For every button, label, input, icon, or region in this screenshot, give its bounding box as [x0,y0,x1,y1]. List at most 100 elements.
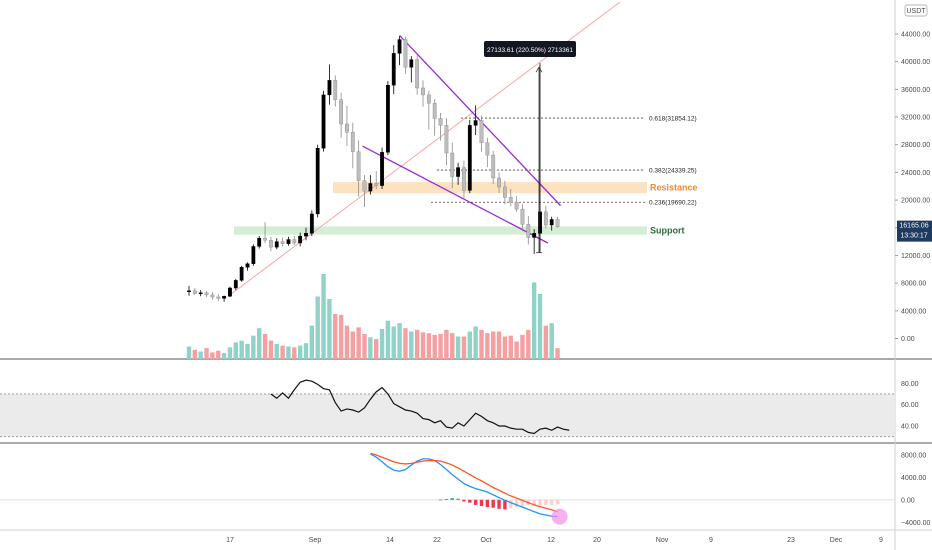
zone-label-resistance: Resistance [650,183,698,193]
macd-hist-bar [491,499,495,508]
candle-body [538,211,542,234]
price-range-measure[interactable]: 27133.61 (220.50%) 2713361 [484,41,576,254]
macd-crossover-highlight [551,508,568,525]
macd-hist-bar [450,498,454,500]
candle-body [479,120,484,143]
currency-badge[interactable] [904,4,928,17]
volume-bar [362,334,367,359]
channel-lower-line[interactable] [362,145,549,244]
volume-bar [531,282,537,359]
volume-bar [403,328,408,359]
volume-bar [444,329,449,359]
macd-hist-bar [550,499,554,505]
candle-body [210,294,215,298]
volume-bar [321,274,326,359]
fib-level-label: 0.382(24339.25) [649,168,697,175]
volume-bar [216,350,221,359]
candle-body [333,80,338,100]
volume-bar [338,314,344,359]
volume-bar [543,325,549,359]
volume-bar [186,346,192,359]
volume-bar [502,336,508,359]
macd-hist-bar [462,499,466,502]
price-tick-label: 40000.00 [901,59,930,66]
candle-body [397,39,402,54]
candle-body [467,125,472,191]
zone-label-support: Support [650,226,685,236]
volume-bar [379,329,385,359]
candle-body [391,53,396,86]
rsi-line [270,379,570,435]
candle-body [339,99,343,125]
fib-retracement-levels[interactable]: 0.618(31854.12) 0.382(24339.25) 0.236(1969… [431,116,697,207]
macd-hist-bar [473,499,478,505]
volume-bar [508,335,513,359]
candle-body [432,103,437,119]
time-tick-label: Dec [830,537,843,544]
time-tick-label: Nov [656,537,669,544]
candle-body [187,290,191,292]
volume-bar [327,299,332,359]
volume-bar [297,345,303,359]
volume-bar [514,341,519,359]
volume-bar [274,344,279,359]
candle-body [380,152,384,186]
macd-line [370,453,558,518]
macd-tick-label: −4000.00 [901,520,930,527]
candle-body [327,80,332,96]
candle-body [274,241,279,248]
volume-bar [374,339,379,359]
price-tick-label: 8000.00 [901,281,926,288]
candle-body [356,151,361,181]
macd-hist-bar [503,499,507,510]
macd-tick-label: 8000.00 [901,452,926,459]
macd-histogram [438,498,560,510]
candle-body [514,201,519,210]
macd-hist-bar [444,498,449,500]
volume-bar [257,328,262,359]
candle-body [245,263,250,268]
volume-bar [420,332,426,359]
volume-bar [467,331,472,359]
measure-callout-text: 27133.61 (220.50%) 2713361 [487,47,573,54]
candle-body [315,147,320,215]
candle-body [298,235,303,244]
volume-bar [198,351,203,359]
macd-hist-bar [544,499,548,505]
volume-bar [496,331,502,359]
support-resistance-zones: Resistance Support [234,182,698,236]
zone-support [234,226,647,235]
volume-bar [368,337,373,359]
macd-hist-bar [509,499,513,509]
volume-bar [473,326,478,359]
macd-hist-bar [479,499,484,507]
candle-body [216,296,221,299]
candle-body [286,239,291,244]
candle-body [532,233,537,238]
current-price-value: 16165.06 [899,223,928,230]
candle-body [497,177,501,188]
time-tick-label: Oct [481,537,492,544]
macd-hist-bar [438,499,443,501]
volume-bar [280,345,285,359]
candle-body [462,167,466,191]
price-axis-labels: 44000.00 40000.00 36000.00 32000.00 28000.00… [895,32,930,343]
volume-bar [438,334,443,359]
candle-body [503,186,507,198]
candle-body [362,180,367,192]
macd-hist-bar [532,499,536,507]
volume-bar [303,343,309,359]
volume-bar [555,348,560,359]
candle-body [415,59,420,89]
measure-callout-box [484,41,576,57]
macd-hist-bar [497,499,501,509]
candle-body [192,290,197,294]
candle-body [198,292,203,295]
volume-bar [268,340,274,359]
volume-bar [204,348,209,359]
candlesticks [187,36,560,302]
candle-body [520,208,525,225]
volume-bar [192,349,198,359]
candle-body [421,87,425,96]
